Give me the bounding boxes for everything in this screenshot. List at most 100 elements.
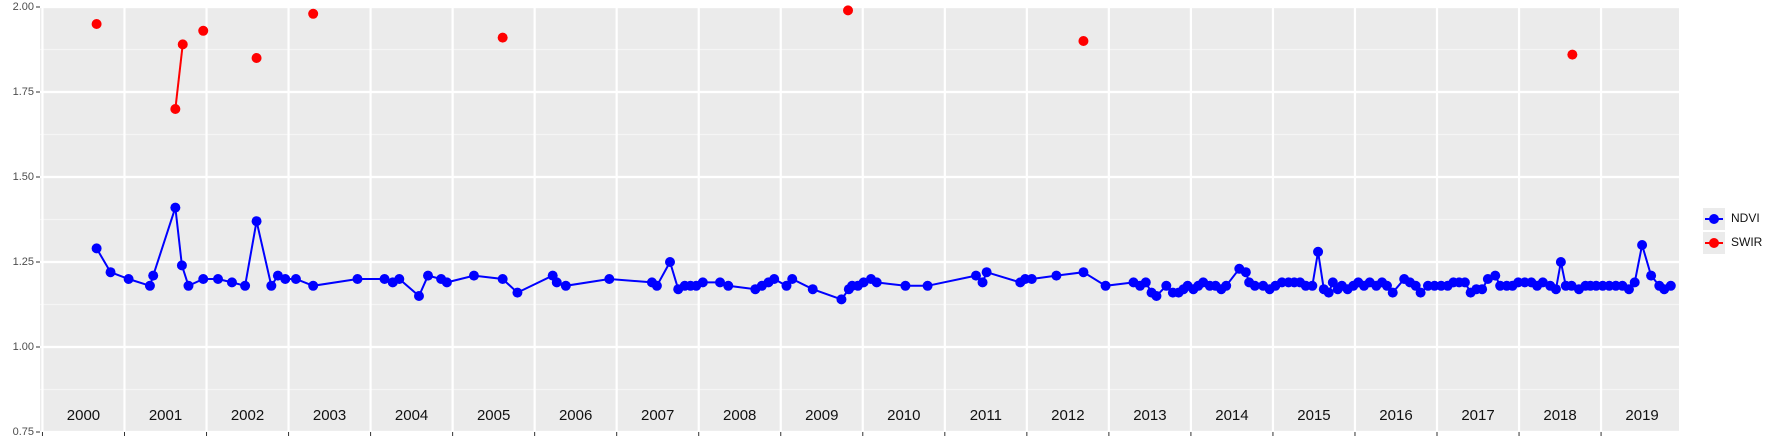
- point: [1623, 284, 1634, 295]
- point: [423, 270, 434, 281]
- point: [1307, 280, 1318, 291]
- point: [123, 274, 134, 284]
- point: [1490, 270, 1501, 281]
- year-label: 2017: [1461, 407, 1494, 424]
- legend-label: NDVI: [1731, 211, 1760, 225]
- point: [148, 270, 159, 281]
- point: [787, 274, 798, 284]
- point: [1550, 284, 1561, 295]
- point: [1646, 270, 1657, 281]
- point: [468, 270, 479, 281]
- point: [1140, 277, 1151, 288]
- point: [379, 274, 390, 284]
- point: [1381, 280, 1392, 291]
- year-label: 2019: [1625, 407, 1658, 424]
- year-label: 2016: [1379, 407, 1412, 424]
- point: [105, 267, 116, 278]
- point: [170, 202, 181, 213]
- point: [251, 216, 262, 227]
- point: [900, 280, 911, 291]
- point: [251, 53, 262, 63]
- point: [1313, 246, 1324, 257]
- y-tick-label: 1.75: [13, 86, 34, 98]
- point: [497, 32, 508, 43]
- point: [1555, 257, 1566, 267]
- point: [1415, 287, 1426, 298]
- series-line: [174, 44, 184, 110]
- point: [176, 260, 187, 271]
- point: [512, 287, 523, 298]
- point: [1387, 287, 1398, 298]
- point: [1665, 280, 1676, 291]
- point: [723, 280, 734, 291]
- point: [843, 5, 854, 16]
- point: [1100, 280, 1111, 291]
- year-label: 2008: [723, 407, 756, 424]
- point: [1567, 49, 1578, 60]
- point: [922, 280, 933, 291]
- point: [807, 284, 818, 295]
- point: [413, 291, 424, 301]
- y-tick-label: 2.00: [13, 1, 34, 13]
- point: [144, 280, 155, 291]
- point: [970, 270, 981, 281]
- y-tick-label: 1.00: [13, 341, 34, 353]
- year-label: 2010: [887, 407, 920, 424]
- point: [198, 274, 209, 284]
- year-label: 2004: [395, 407, 428, 424]
- point: [1161, 280, 1172, 291]
- y-tick-label: 1.25: [13, 256, 34, 268]
- year-label: 2001: [149, 407, 182, 424]
- point: [715, 277, 726, 288]
- point: [665, 257, 676, 267]
- point: [198, 25, 209, 36]
- point: [226, 277, 237, 288]
- year-label: 2005: [477, 407, 510, 424]
- point: [308, 280, 319, 291]
- point: [308, 8, 319, 19]
- point: [1078, 267, 1089, 278]
- year-label: 2014: [1215, 407, 1248, 424]
- point: [91, 19, 102, 29]
- point: [290, 274, 301, 284]
- point: [560, 280, 571, 291]
- point: [91, 243, 102, 254]
- point: [1026, 274, 1037, 284]
- point: [977, 277, 988, 288]
- point: [170, 104, 181, 114]
- point: [981, 267, 992, 278]
- year-label: 2006: [559, 407, 592, 424]
- point: [1151, 291, 1162, 301]
- point: [213, 274, 224, 284]
- point: [604, 274, 615, 284]
- point: [1078, 36, 1089, 46]
- year-label: 2013: [1133, 407, 1166, 424]
- year-label: 2002: [231, 407, 264, 424]
- point: [1459, 277, 1470, 288]
- year-label: 2018: [1543, 407, 1576, 424]
- point: [1477, 284, 1488, 295]
- year-label: 2000: [67, 407, 100, 424]
- legend-point: [1709, 214, 1719, 224]
- legend-label: SWIR: [1731, 235, 1763, 249]
- point: [352, 274, 363, 284]
- point: [280, 274, 291, 284]
- point: [1051, 270, 1062, 281]
- point: [183, 280, 194, 291]
- point: [781, 280, 792, 291]
- point: [697, 277, 708, 288]
- point: [240, 280, 251, 291]
- year-label: 2007: [641, 407, 674, 424]
- point: [1221, 280, 1232, 291]
- year-label: 2003: [313, 407, 346, 424]
- point: [1240, 267, 1251, 278]
- point: [769, 274, 780, 284]
- point: [394, 274, 405, 284]
- point: [497, 274, 508, 284]
- point: [441, 277, 452, 288]
- y-tick-label: 0.75: [13, 426, 34, 438]
- point: [1629, 277, 1640, 288]
- legend-point: [1709, 238, 1719, 248]
- year-label: 2012: [1051, 407, 1084, 424]
